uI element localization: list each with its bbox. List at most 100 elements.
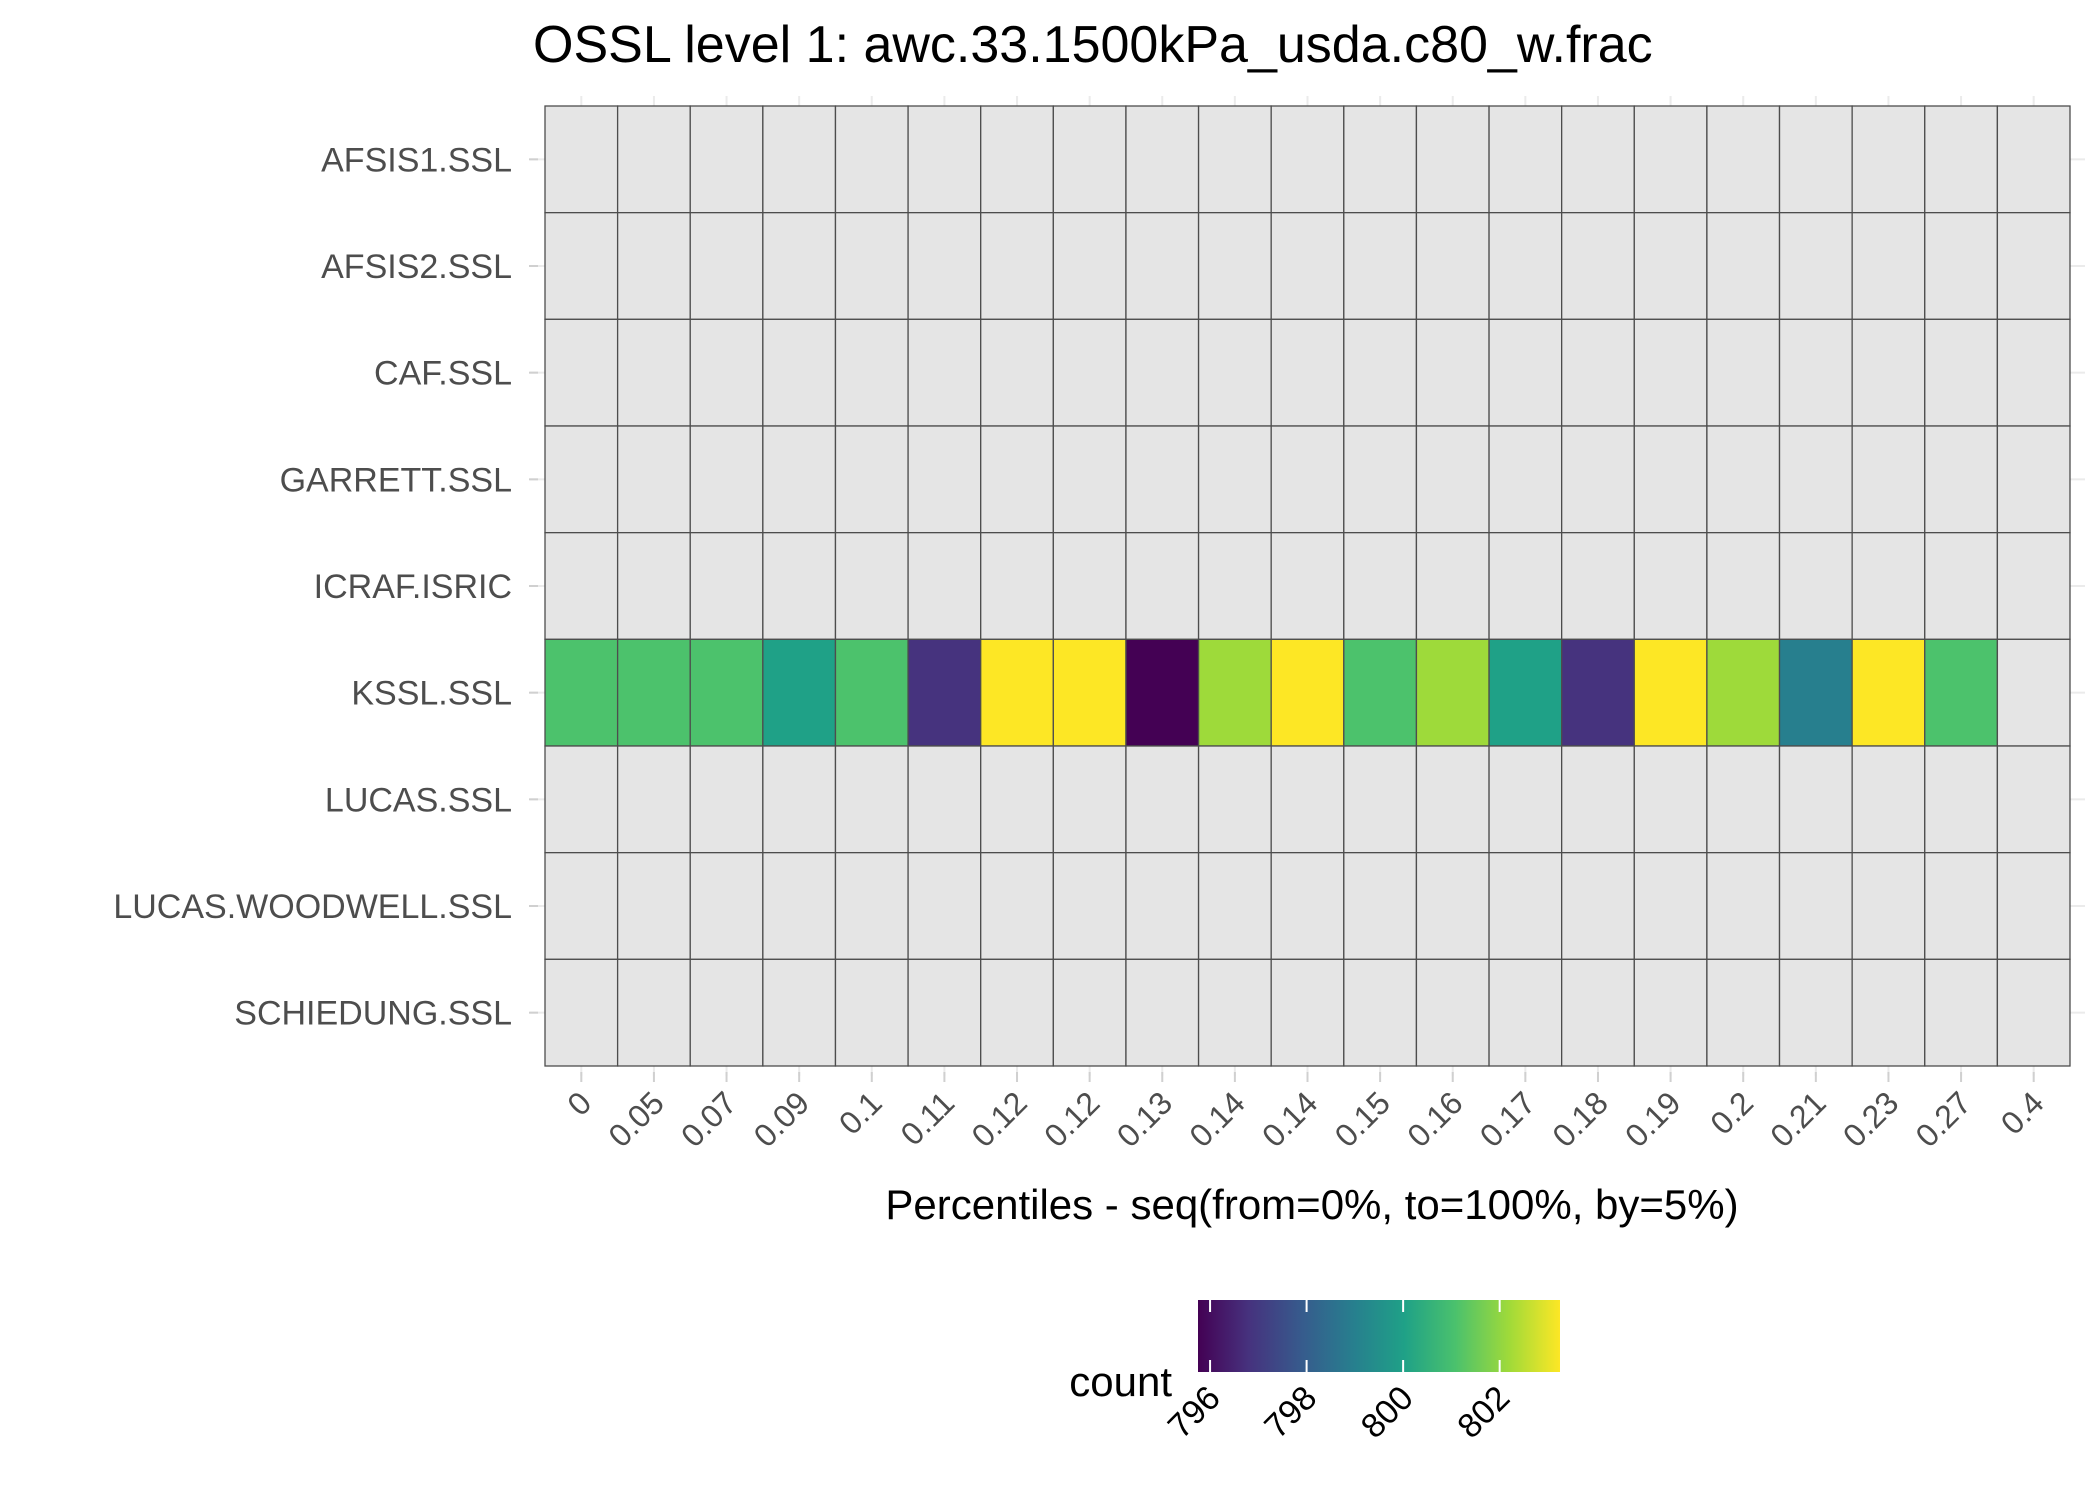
x-tick-label: 0.17 bbox=[1473, 1084, 1542, 1153]
x-tick-label: 0.21 bbox=[1763, 1084, 1832, 1153]
y-tick-label: ICRAF.ISRIC bbox=[314, 568, 512, 606]
heatmap-cell bbox=[1415, 212, 1490, 320]
heatmap-cell bbox=[1197, 212, 1272, 320]
heatmap-cell bbox=[1706, 318, 1781, 427]
heatmap-cell bbox=[1197, 105, 1272, 214]
heatmap-cell bbox=[907, 745, 982, 854]
x-tick-label: 0.2 bbox=[1703, 1084, 1760, 1141]
heatmap-cell bbox=[1343, 958, 1418, 1067]
heatmap-cell bbox=[1052, 638, 1127, 747]
heatmap-cell bbox=[1343, 105, 1418, 214]
heatmap-cell bbox=[1052, 958, 1127, 1067]
heatmap-cell bbox=[1125, 425, 1200, 534]
heatmap-cell bbox=[980, 425, 1054, 534]
heatmap-cell bbox=[1052, 425, 1127, 534]
heatmap-cell bbox=[616, 318, 691, 427]
heatmap-cell bbox=[980, 745, 1054, 854]
heatmap-cell bbox=[616, 105, 691, 214]
heatmap-cell bbox=[1343, 638, 1418, 747]
y-tick-label: AFSIS1.SSL bbox=[321, 141, 512, 179]
heatmap-cell bbox=[1343, 318, 1418, 427]
heatmap-cell bbox=[1633, 958, 1708, 1067]
x-tick-label: 0.12 bbox=[1037, 1084, 1106, 1153]
heatmap-cell bbox=[1270, 638, 1345, 747]
heatmap-cell bbox=[1415, 425, 1490, 534]
heatmap-cell bbox=[1996, 105, 2071, 214]
heatmap-cell bbox=[980, 852, 1054, 960]
heatmap-cell bbox=[834, 425, 909, 534]
heatmap-cell bbox=[1996, 212, 2071, 320]
heatmap-cell bbox=[1270, 318, 1345, 427]
heatmap-cell bbox=[1415, 958, 1490, 1067]
heatmap-cell bbox=[1343, 212, 1418, 320]
y-tick-label: SCHIEDUNG.SSL bbox=[234, 995, 512, 1033]
x-tick-label: 0.23 bbox=[1836, 1084, 1905, 1153]
heatmap-cell bbox=[1851, 532, 1926, 640]
heatmap-cell bbox=[1851, 852, 1926, 960]
heatmap-cell bbox=[616, 532, 691, 640]
heatmap-cell bbox=[1633, 318, 1708, 427]
x-tick-label: 0.15 bbox=[1328, 1084, 1397, 1153]
heatmap-cell bbox=[834, 105, 909, 214]
heatmap-cell bbox=[689, 532, 764, 640]
heatmap-cell bbox=[1778, 852, 1853, 960]
heatmap-cell bbox=[1197, 425, 1272, 534]
heatmap-cell bbox=[1851, 745, 1926, 854]
heatmap-cell bbox=[907, 852, 982, 960]
heatmap-cell bbox=[1197, 745, 1272, 854]
heatmap-cell bbox=[1996, 638, 2071, 747]
x-axis-title: Percentiles - seq(from=0%, to=100%, by=5… bbox=[885, 1181, 1738, 1228]
heatmap-cell bbox=[1706, 745, 1781, 854]
heatmap-cell bbox=[1415, 638, 1490, 747]
heatmap-cell bbox=[762, 532, 837, 640]
heatmap-cell bbox=[1561, 958, 1635, 1067]
heatmap-cell bbox=[1851, 638, 1926, 747]
heatmap-cell bbox=[762, 745, 837, 854]
x-tick-label: 0.16 bbox=[1400, 1084, 1469, 1153]
x-tick-label: 0.12 bbox=[964, 1084, 1033, 1153]
heatmap-cell bbox=[616, 958, 691, 1067]
heatmap-cell bbox=[762, 852, 837, 960]
heatmap-cell bbox=[907, 532, 982, 640]
heatmap-cell bbox=[544, 105, 619, 214]
heatmap-cell bbox=[1561, 318, 1635, 427]
heatmap-cell bbox=[834, 852, 909, 960]
x-tick-label: 0.14 bbox=[1255, 1084, 1324, 1153]
heatmap-cell bbox=[1270, 745, 1345, 854]
heatmap-cell bbox=[1996, 852, 2071, 960]
heatmap-cell bbox=[762, 638, 837, 747]
heatmap-cell bbox=[1561, 105, 1635, 214]
heatmap-cell bbox=[1270, 425, 1345, 534]
heatmap-cell bbox=[762, 958, 837, 1067]
heatmap-cell bbox=[616, 212, 691, 320]
heatmap-cell bbox=[1488, 425, 1563, 534]
heatmap-cell bbox=[1125, 852, 1200, 960]
heatmap-cell bbox=[1924, 318, 1999, 427]
heatmap-cell bbox=[544, 532, 619, 640]
heatmap-cell bbox=[1851, 958, 1926, 1067]
heatmap-cell bbox=[1996, 425, 2071, 534]
heatmap-cell bbox=[907, 958, 982, 1067]
legend-tick-label: 802 bbox=[1450, 1379, 1517, 1446]
heatmap-cell bbox=[1197, 638, 1272, 747]
heatmap-cell bbox=[689, 212, 764, 320]
legend-tick-label: 798 bbox=[1257, 1379, 1324, 1446]
heatmap-cell bbox=[1633, 532, 1708, 640]
heatmap-cell bbox=[1924, 425, 1999, 534]
y-tick-label: KSSL.SSL bbox=[351, 675, 512, 713]
x-tick-label: 0.14 bbox=[1182, 1084, 1251, 1153]
heatmap-cell bbox=[1633, 852, 1708, 960]
heatmap-cell bbox=[1851, 318, 1926, 427]
heatmap-cell bbox=[1706, 532, 1781, 640]
heatmap-cell bbox=[1633, 212, 1708, 320]
heatmap-cell bbox=[907, 318, 982, 427]
heatmap-cell bbox=[1343, 425, 1418, 534]
heatmap-cell bbox=[1561, 425, 1635, 534]
legend-tick-label: 800 bbox=[1354, 1379, 1421, 1446]
heatmap-cell bbox=[1778, 425, 1853, 534]
heatmap-cell bbox=[1706, 425, 1781, 534]
heatmap-cell bbox=[1706, 212, 1781, 320]
heatmap-cell bbox=[1415, 105, 1490, 214]
chart-title: OSSL level 1: awc.33.1500kPa_usda.c80_w.… bbox=[533, 16, 1653, 74]
color-legend: count 796 798 800 802 bbox=[1069, 1300, 1560, 1446]
